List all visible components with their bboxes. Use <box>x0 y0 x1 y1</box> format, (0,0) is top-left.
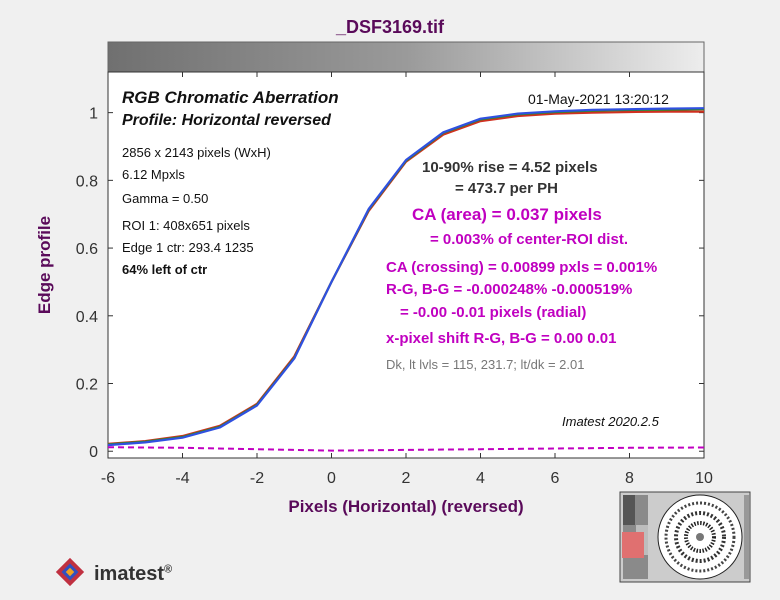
y-axis-label: Edge profile <box>35 215 54 315</box>
series-line-blue <box>107 107 705 447</box>
chart-title: RGB Chromatic Aberration <box>122 88 339 107</box>
y-tick-label: 0.8 <box>76 173 98 190</box>
window-title: _DSF3169.tif <box>335 17 445 37</box>
info-gamma: Gamma = 0.50 <box>122 191 209 206</box>
version-label: Imatest 2020.2.5 <box>562 414 659 429</box>
x-tick-label: -6 <box>101 470 115 487</box>
x-shift-text: x-pixel shift R-G, B-G = 0.00 0.01 <box>386 330 617 347</box>
test-chart-thumbnail <box>619 491 751 583</box>
rg-bg-text: R-G, B-G = -0.000248% -0.000519% <box>386 281 633 298</box>
radial-text: = -0.00 -0.01 pixels (radial) <box>400 304 587 321</box>
imatest-logo-text: imatest® <box>94 563 173 585</box>
plot-area <box>107 71 705 459</box>
y-tick-label: 1 <box>89 106 98 123</box>
y-tick-label: 0.4 <box>76 309 98 326</box>
y-tick-label: 0 <box>89 444 98 461</box>
profile-label: Profile: Horizontal reversed <box>122 112 331 129</box>
info-mpxls: 6.12 Mpxls <box>122 167 185 182</box>
imatest-logo-icon <box>55 557 85 587</box>
x-tick-label: 2 <box>402 470 411 487</box>
x-axis-label: Pixels (Horizontal) (reversed) <box>288 497 524 516</box>
rise-text: 10-90% rise = 4.52 pixels <box>422 159 598 176</box>
levels-text: Dk, lt lvls = 115, 231.7; lt/dk = 2.01 <box>386 357 585 372</box>
x-tick-label: -4 <box>175 470 189 487</box>
gray-gradient-strip <box>107 41 705 73</box>
ca-area-text: CA (area) = 0.037 pixels <box>412 205 602 224</box>
x-tick-label: 10 <box>695 470 713 487</box>
y-tick-label: 0.6 <box>76 241 98 258</box>
info-roi: ROI 1: 408x651 pixels <box>122 218 250 233</box>
info-dimensions: 2856 x 2143 pixels (WxH) <box>122 145 271 160</box>
ca-center-text: = 0.003% of center-ROI dist. <box>430 231 628 248</box>
axis-ticks: -6 -4 -2 0 2 4 6 8 10 0 0.2 0.4 0.6 0.8 1 <box>76 72 713 487</box>
info-edge-center: Edge 1 ctr: 293.4 1235 <box>122 240 254 255</box>
x-tick-label: 8 <box>625 470 634 487</box>
chart-series <box>107 107 705 452</box>
y-tick-label: 0.2 <box>76 377 98 394</box>
ca-crossing-text: CA (crossing) = 0.00899 pxls = 0.001% <box>386 259 658 276</box>
per-ph-text: = 473.7 per PH <box>455 180 558 197</box>
x-tick-label: 4 <box>476 470 485 487</box>
x-tick-label: 6 <box>551 470 560 487</box>
date-stamp: 01-May-2021 13:20:12 <box>528 91 669 107</box>
x-tick-label: 0 <box>327 470 336 487</box>
x-tick-label: -2 <box>250 470 264 487</box>
info-position: 64% left of ctr <box>122 262 208 277</box>
